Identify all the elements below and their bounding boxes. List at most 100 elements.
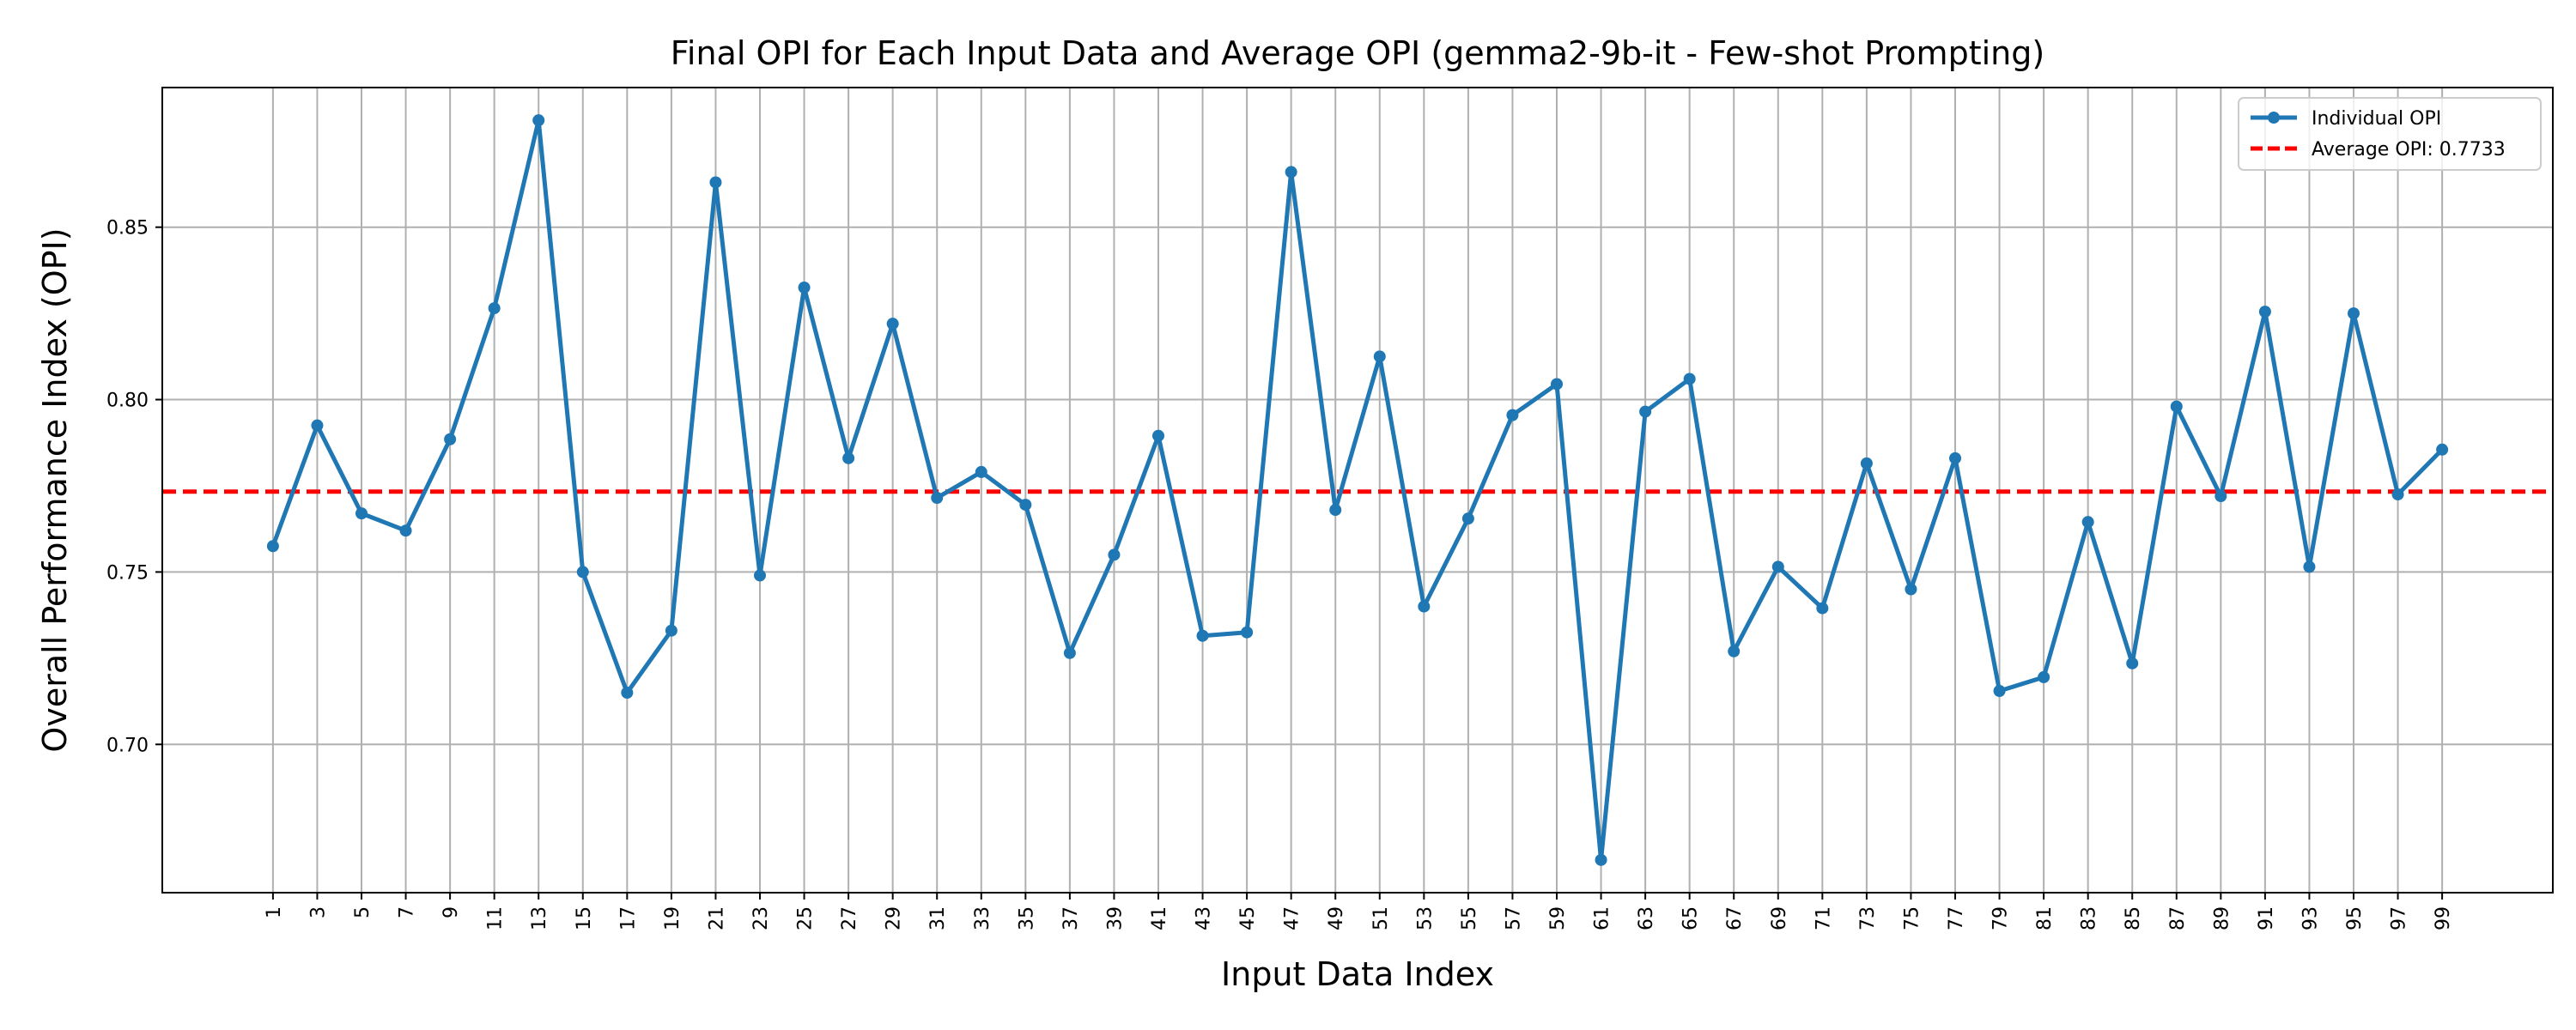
data-point xyxy=(1949,451,1961,464)
x-tick-label: 63 xyxy=(1636,906,1657,930)
data-point xyxy=(532,114,545,127)
x-tick-label: 83 xyxy=(2079,906,2100,930)
x-tick-label: 81 xyxy=(2034,906,2056,930)
data-point xyxy=(1196,629,1209,642)
x-tick-label: 9 xyxy=(440,906,462,918)
data-point xyxy=(754,569,766,582)
x-tick-label: 89 xyxy=(2211,906,2233,930)
data-point xyxy=(886,318,899,330)
data-point xyxy=(1860,457,1873,470)
legend: Individual OPI Average OPI: 0.7733 xyxy=(2238,97,2542,171)
x-tick-label: 73 xyxy=(1857,906,1879,930)
chart-title: Final OPI for Each Input Data and Averag… xyxy=(671,34,2044,72)
data-point xyxy=(355,507,368,520)
data-point xyxy=(931,492,944,505)
legend-box xyxy=(2238,97,2542,171)
x-tick-label: 95 xyxy=(2344,906,2366,930)
x-tick-label: 19 xyxy=(662,906,683,930)
series-line xyxy=(270,118,2444,863)
data-point xyxy=(488,302,501,315)
data-point xyxy=(1019,499,1032,512)
data-point xyxy=(576,566,589,579)
data-point xyxy=(444,433,457,445)
data-point xyxy=(311,419,324,432)
x-tick-label: 67 xyxy=(1724,906,1746,930)
data-point xyxy=(2303,560,2316,573)
series-layer xyxy=(266,114,2449,866)
legend-average-label: Average OPI: 0.7733 xyxy=(2312,139,2506,161)
x-tick-label: 39 xyxy=(1104,906,1126,930)
data-point xyxy=(1551,378,1563,391)
data-point xyxy=(1728,645,1741,657)
x-tick-label: 61 xyxy=(1592,906,1613,930)
x-tick-label: 99 xyxy=(2433,906,2454,930)
data-point xyxy=(1639,405,1652,418)
y-tick-label: 0.70 xyxy=(106,735,149,756)
x-tick-label: 23 xyxy=(750,906,772,930)
x-tick-label: 91 xyxy=(2256,906,2277,930)
x-tick-label: 29 xyxy=(884,906,905,930)
data-point xyxy=(1373,350,1386,363)
data-point xyxy=(2258,306,2271,318)
x-tick-label: 11 xyxy=(485,906,507,930)
x-tick-label: 21 xyxy=(706,906,727,930)
data-point xyxy=(2348,307,2360,320)
data-point xyxy=(621,687,634,700)
data-point xyxy=(1285,166,1297,179)
data-point xyxy=(1993,684,2006,697)
data-point xyxy=(2038,670,2050,683)
x-tick-label: 25 xyxy=(795,906,817,930)
x-tick-label: 93 xyxy=(2300,906,2321,930)
data-point xyxy=(2126,657,2139,670)
data-point xyxy=(665,624,677,637)
x-tick-label: 15 xyxy=(574,906,595,930)
data-point xyxy=(2391,488,2404,501)
x-tick-label: 47 xyxy=(1282,906,1303,930)
data-point xyxy=(1063,646,1076,659)
x-tick-label: 43 xyxy=(1194,906,1215,930)
x-tick-label: 69 xyxy=(1769,906,1790,930)
x-tick-label: 3 xyxy=(307,906,329,918)
data-point xyxy=(798,281,811,294)
x-tick-label: 13 xyxy=(529,906,550,930)
x-tick-label: 37 xyxy=(1060,906,1082,930)
data-point xyxy=(1816,602,1829,615)
legend-series-marker xyxy=(2268,112,2280,124)
data-point xyxy=(1329,504,1342,517)
x-tick-label: 51 xyxy=(1370,906,1392,930)
x-tick-label: 7 xyxy=(397,906,418,918)
legend-series-label: Individual OPI xyxy=(2312,108,2441,130)
x-tick-label: 55 xyxy=(1459,906,1480,930)
data-point xyxy=(1905,583,1917,596)
data-point xyxy=(2215,490,2227,503)
x-tick-label: 71 xyxy=(1813,906,1834,930)
x-tick-label: 77 xyxy=(1946,906,1967,930)
x-tick-label: 65 xyxy=(1680,906,1702,930)
data-point xyxy=(2081,516,2094,529)
x-tick-label: 5 xyxy=(352,906,374,918)
data-point xyxy=(2170,400,2183,413)
x-tick-label: 1 xyxy=(264,906,285,918)
x-tick-label: 87 xyxy=(2167,906,2189,930)
x-tick-label: 41 xyxy=(1149,906,1170,930)
data-point xyxy=(1595,853,1607,866)
x-tick-label: 27 xyxy=(839,906,860,930)
x-tick-label: 35 xyxy=(1016,906,1037,930)
x-tick-label: 33 xyxy=(972,906,993,930)
data-point xyxy=(1506,409,1519,421)
data-point xyxy=(1241,626,1254,639)
data-point xyxy=(1152,429,1164,442)
y-tick-label: 0.80 xyxy=(106,391,149,412)
x-tick-label: 53 xyxy=(1414,906,1436,930)
x-tick-label: 49 xyxy=(1326,906,1347,930)
x-tick-label: 45 xyxy=(1237,906,1259,930)
data-point xyxy=(1108,548,1121,561)
y-tick-label: 0.85 xyxy=(106,218,149,239)
x-axis-label: Input Data Index xyxy=(1221,955,1494,993)
data-point xyxy=(842,451,855,464)
data-point xyxy=(709,176,722,189)
data-point xyxy=(1771,560,1784,573)
axis-ticks: 1 3 5 7 9 11 13 15 17 19 21 23 25 27 29 31 33 35 37 39 41 43 4… xyxy=(106,218,2454,930)
